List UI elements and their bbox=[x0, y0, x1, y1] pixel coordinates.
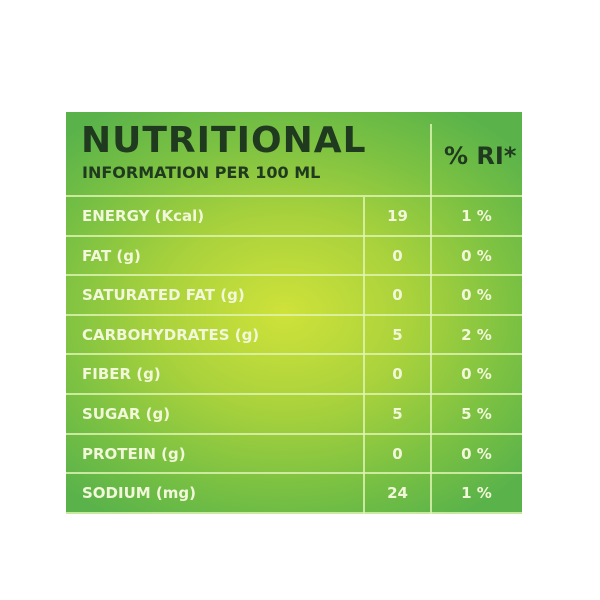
nutrient-label: CARBOHYDRATES (g) bbox=[82, 325, 260, 344]
nutrient-value: 5 bbox=[392, 325, 403, 344]
table-header: NUTRITIONAL INFORMATION PER 100 ML % RI* bbox=[66, 112, 522, 197]
table-row: SATURATED FAT (g) 0 0 % bbox=[66, 276, 522, 316]
table-row: FIBER (g) 0 0 % bbox=[66, 355, 522, 395]
column-divider bbox=[430, 124, 432, 197]
nutrient-label: SATURATED FAT (g) bbox=[82, 286, 245, 305]
nutrient-ri: 5 % bbox=[461, 405, 492, 423]
nutrient-ri: 1 % bbox=[461, 484, 492, 503]
column-divider bbox=[363, 197, 365, 514]
table-subtitle: INFORMATION PER 100 ML bbox=[82, 163, 321, 182]
nutrient-label: ENERGY (Kcal) bbox=[82, 207, 205, 225]
column-divider bbox=[430, 197, 432, 514]
nutrient-ri: 0 % bbox=[461, 365, 492, 384]
table-row: SUGAR (g) 5 5 % bbox=[66, 395, 522, 435]
nutrient-value: 5 bbox=[392, 405, 403, 423]
nutrient-value: 24 bbox=[387, 484, 408, 503]
table-row: ENERGY (Kcal) 19 1 % bbox=[66, 197, 522, 237]
table-row: PROTEIN (g) 0 0 % bbox=[66, 435, 522, 475]
nutrient-value: 19 bbox=[387, 207, 408, 225]
table-row: SODIUM (mg) 24 1 % bbox=[66, 474, 522, 514]
table-title: NUTRITIONAL bbox=[81, 120, 367, 161]
nutrient-value: 0 bbox=[392, 365, 403, 384]
nutrient-ri: 1 % bbox=[461, 207, 492, 225]
nutrient-ri: 2 % bbox=[461, 325, 492, 344]
nutrient-ri: 0 % bbox=[461, 286, 492, 305]
nutrient-label: FAT (g) bbox=[82, 246, 141, 265]
nutrient-label: SUGAR (g) bbox=[82, 405, 171, 423]
nutrition-table: NUTRITIONAL INFORMATION PER 100 ML % RI*… bbox=[66, 112, 522, 514]
nutrient-label: SODIUM (mg) bbox=[82, 484, 196, 503]
table-row: FAT (g) 0 0 % bbox=[66, 237, 522, 277]
nutrient-ri: 0 % bbox=[461, 444, 492, 463]
nutrient-label: FIBER (g) bbox=[82, 365, 161, 384]
nutrient-value: 0 bbox=[392, 286, 403, 305]
nutrient-ri: 0 % bbox=[461, 246, 492, 265]
nutrient-value: 0 bbox=[392, 246, 403, 265]
nutrient-label: PROTEIN (g) bbox=[82, 444, 186, 463]
nutrient-value: 0 bbox=[392, 444, 403, 463]
table-row: CARBOHYDRATES (g) 5 2 % bbox=[66, 316, 522, 356]
ri-column-header: % RI* bbox=[444, 142, 517, 170]
